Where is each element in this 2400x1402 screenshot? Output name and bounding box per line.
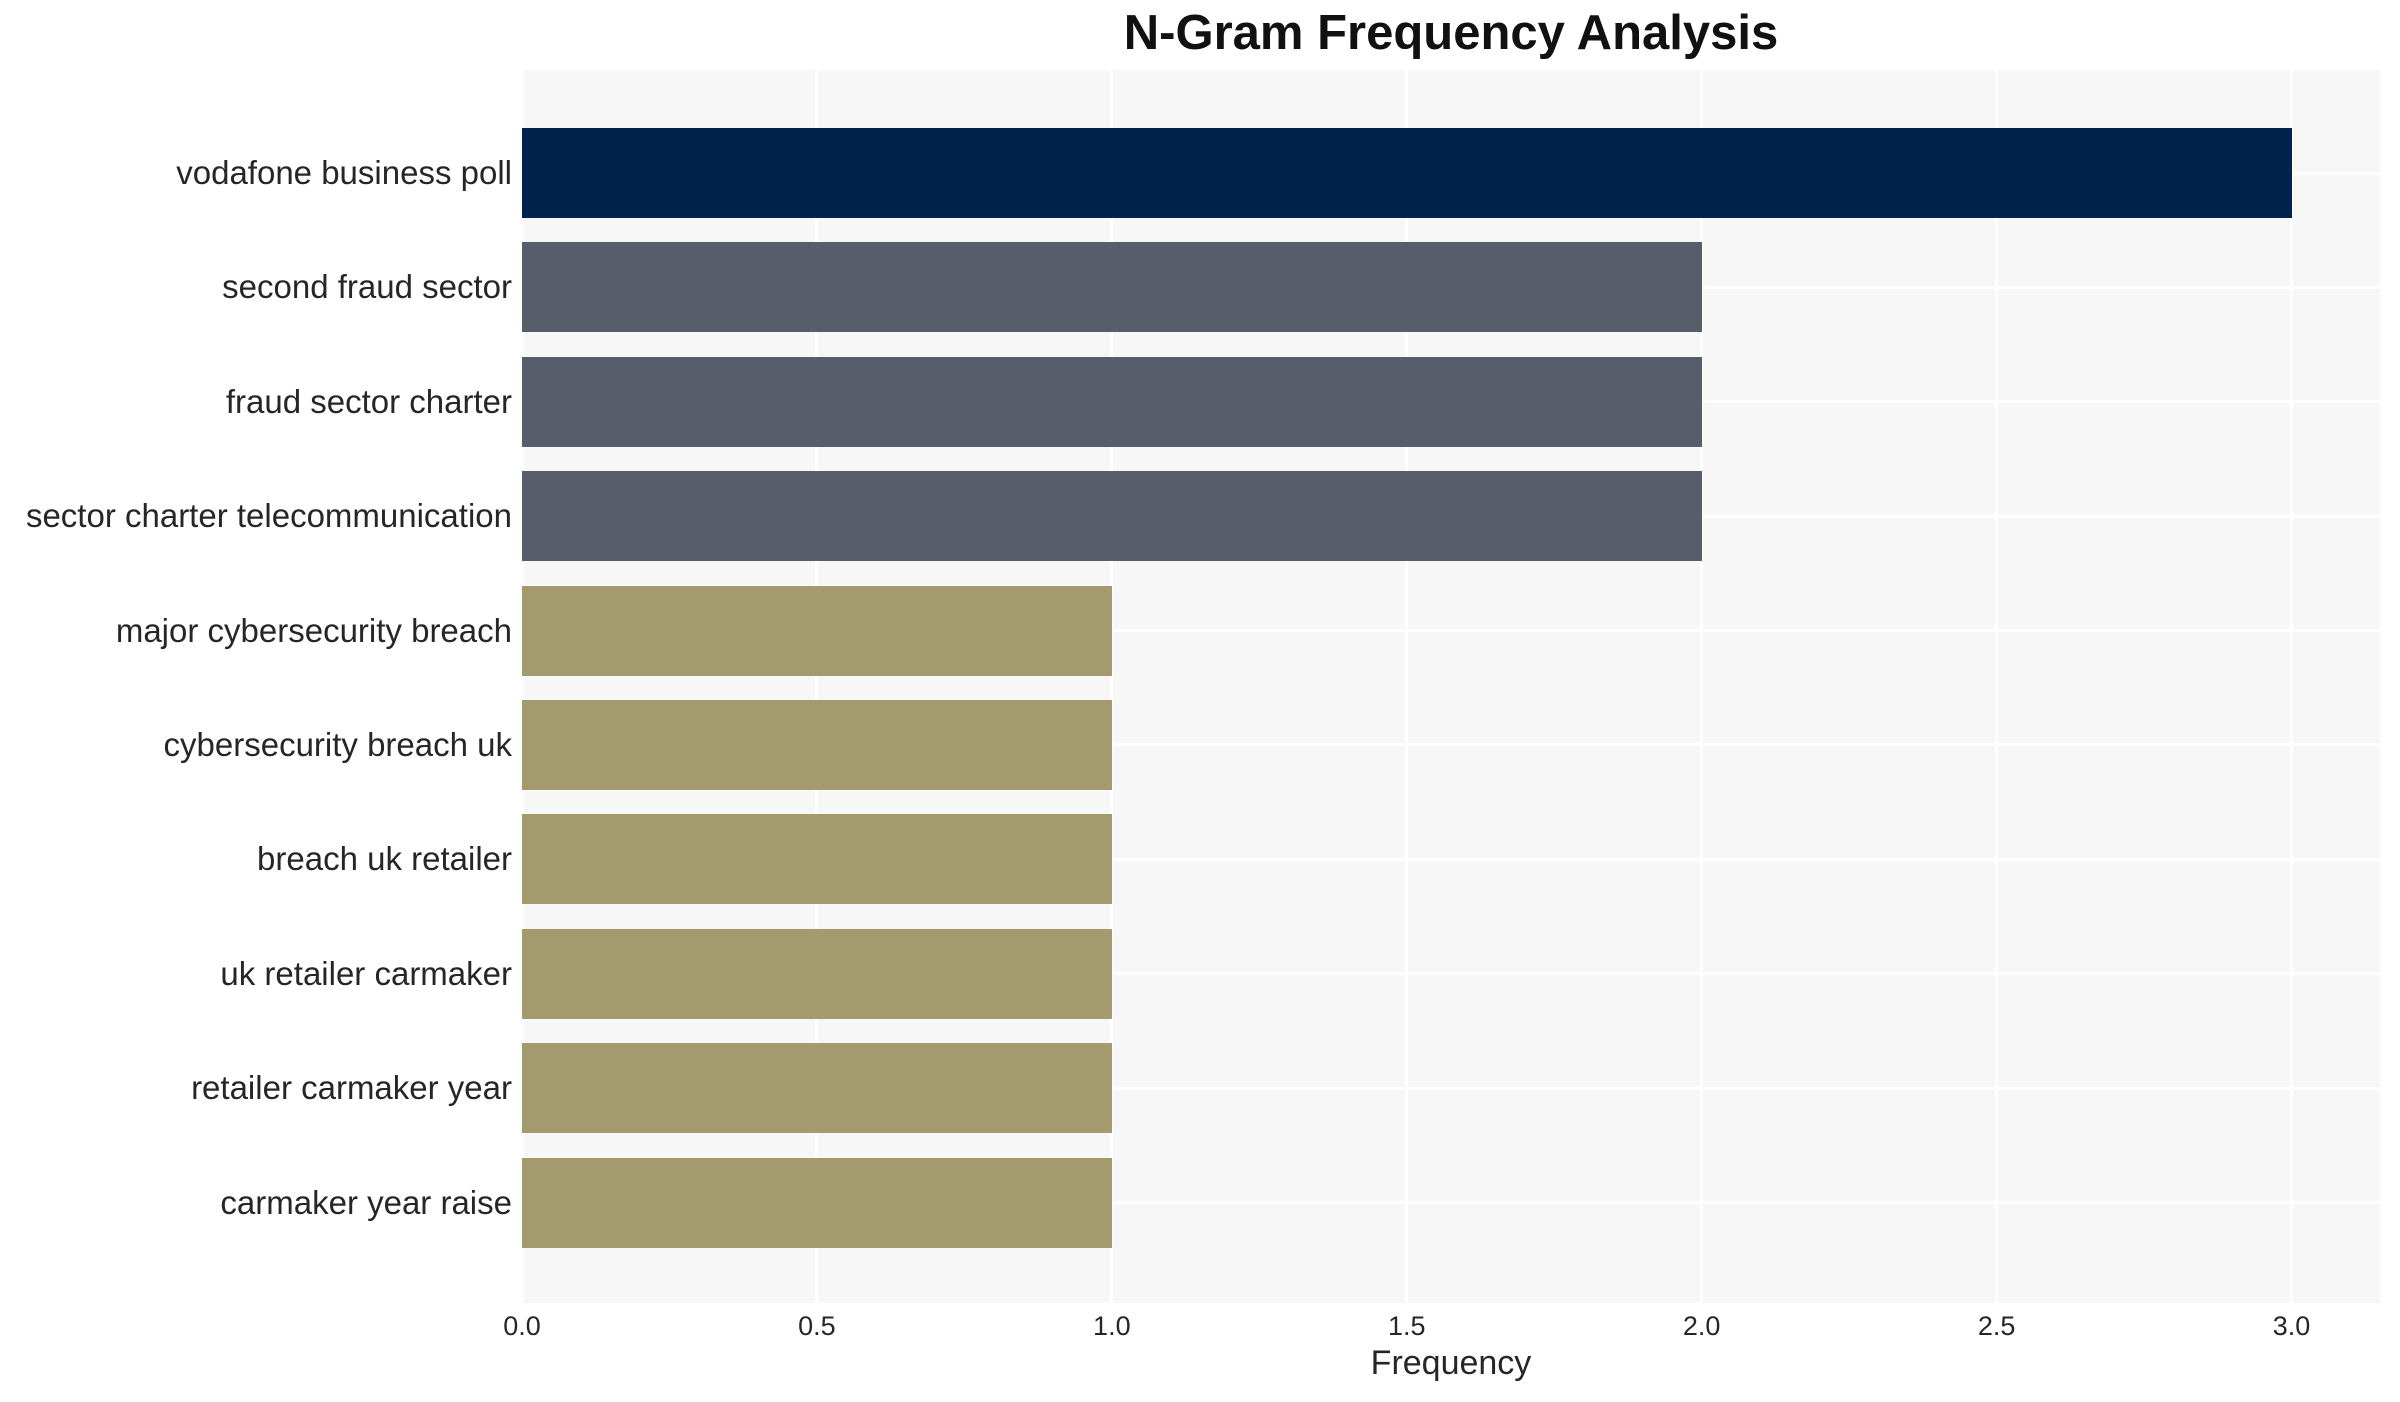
gridline-vertical — [1405, 70, 1409, 1303]
gridline-vertical — [1110, 70, 1114, 1303]
bar — [522, 1043, 1112, 1134]
x-tick-label: 2.5 — [1977, 1311, 2016, 1341]
gridline-horizontal — [522, 972, 2380, 976]
x-tick-label: 1.5 — [1387, 1311, 1426, 1341]
bar — [522, 814, 1112, 905]
x-tick-label: 0.5 — [798, 1311, 836, 1341]
category-label: fraud sector charter — [225, 382, 512, 420]
category-label: vodafone business poll — [176, 154, 512, 191]
gridline-horizontal — [522, 857, 2380, 861]
category-label: breach uk retailer — [257, 840, 512, 878]
x-tick-label: 1.0 — [1093, 1311, 1131, 1341]
x-axis-label: Frequency — [1370, 1344, 1532, 1382]
category-label: sector charter telecommunication — [25, 497, 512, 535]
gridline-vertical — [1700, 70, 1704, 1303]
bar — [522, 585, 1112, 676]
gridline-horizontal — [522, 1201, 2380, 1204]
x-tick-label: 3.0 — [2272, 1311, 2311, 1341]
gridline-vertical — [520, 70, 524, 1303]
bar — [522, 699, 1112, 790]
bar — [522, 128, 2292, 218]
category-label: cybersecurity breach uk — [163, 725, 512, 763]
bar — [522, 1157, 1112, 1248]
category-label: major cybersecurity breach — [115, 611, 512, 649]
category-label: retailer carmaker year — [191, 1069, 512, 1107]
gridline-horizontal — [522, 629, 2380, 633]
gridline-vertical — [815, 70, 819, 1303]
category-label: uk retailer carmaker — [220, 954, 512, 992]
bar — [522, 471, 1702, 562]
category-label: carmaker year raise — [220, 1183, 512, 1221]
bar — [522, 242, 1702, 333]
category-label: second fraud sector — [222, 268, 512, 306]
gridline-vertical — [1995, 70, 1999, 1303]
bar — [522, 356, 1702, 447]
chart-title: N-Gram Frequency Analysis — [1123, 6, 1779, 60]
plot-area — [520, 70, 2380, 1303]
gridline-horizontal — [522, 1086, 2380, 1090]
bar — [522, 928, 1112, 1019]
x-tick-label: 0.0 — [503, 1311, 541, 1341]
gridline-vertical — [2290, 70, 2294, 1303]
gridline-horizontal — [522, 743, 2380, 747]
x-tick-label: 2.0 — [1682, 1311, 1721, 1341]
